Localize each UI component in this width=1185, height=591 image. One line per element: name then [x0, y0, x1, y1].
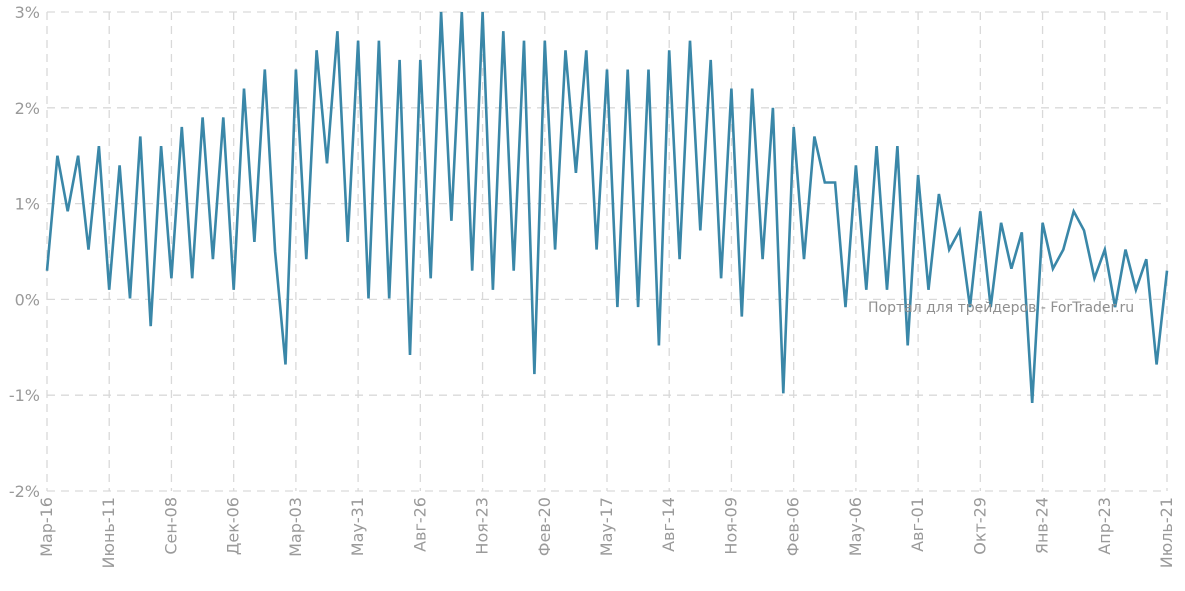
x-tick-label: Авг-14 [659, 497, 678, 552]
series-line [45, 11, 1169, 403]
x-tick-label: Дек-06 [224, 497, 243, 555]
y-tick-label: 3% [15, 3, 40, 22]
y-tick-label: -1% [9, 386, 40, 405]
y-tick-label: 2% [15, 99, 40, 118]
x-tick-label: Ноя-09 [721, 497, 740, 555]
x-tick-label: Мау-06 [846, 497, 865, 556]
series-lines [45, 11, 1169, 403]
x-tick-label: Фев-06 [784, 497, 803, 556]
watermark-text: Портал для трейдеров - ForTrader.ru [868, 300, 1134, 316]
x-tick-label: Авг-01 [908, 497, 927, 552]
x-axis-tick-labels: Мар-16 Июнь-11 Сен-08 Дек-06 Мар-03 Мау-31 Авг… [37, 497, 1176, 568]
x-tick-label: Апр-23 [1095, 497, 1114, 555]
x-tick-label: Мау-31 [348, 497, 367, 556]
x-tick-label: Фев-20 [535, 497, 554, 556]
y-tick-label: 1% [15, 195, 40, 214]
x-tick-label: Ноя-23 [473, 497, 492, 555]
x-tick-label: Мар-03 [286, 497, 305, 557]
x-tick-label: Сен-08 [161, 497, 180, 555]
y-tick-label: 0% [15, 290, 40, 309]
y-tick-label: -2% [9, 482, 40, 501]
x-tick-label: Июнь-11 [99, 497, 118, 568]
grid-lines [46, 11, 1168, 492]
y-axis-tick-labels: 3% 2% 1% 0% -1% -2% [9, 3, 40, 501]
x-tick-label: Июль-21 [1157, 497, 1176, 568]
x-tick-label: Авг-26 [410, 497, 429, 552]
x-tick-label: Окт-29 [970, 497, 989, 555]
x-tick-label: Мар-16 [37, 497, 56, 557]
x-tick-label: Янв-24 [1033, 497, 1052, 554]
x-tick-label: Мау-17 [597, 497, 616, 556]
